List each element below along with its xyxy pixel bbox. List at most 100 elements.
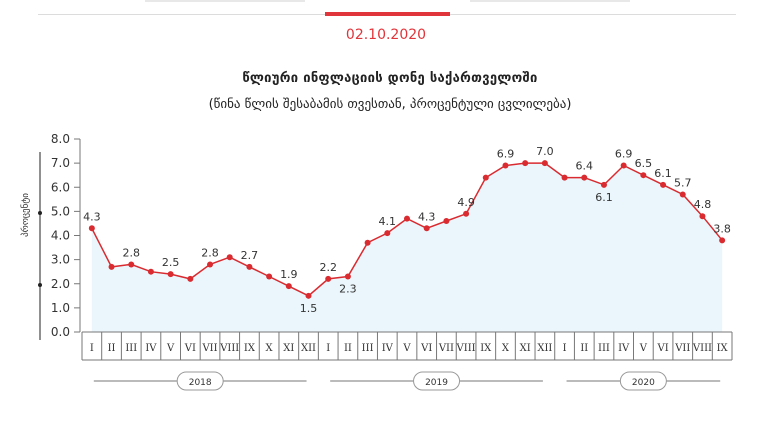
x-tick-label: VIII: [219, 343, 239, 354]
data-label: 2.7: [241, 249, 259, 262]
x-tick-label: XII: [301, 343, 316, 354]
x-tick-label: I: [90, 343, 94, 354]
data-point: [266, 273, 273, 280]
y-tick-label: 8.0: [51, 132, 70, 146]
y-tick-label: 4.0: [51, 229, 70, 243]
year-label: 2019: [425, 378, 448, 388]
y-tick-label: 1.0: [51, 301, 70, 315]
data-label: 6.5: [635, 157, 653, 170]
x-tick-label: III: [125, 343, 137, 354]
area-fill: [91, 163, 723, 332]
x-tick-label: XI: [283, 343, 294, 354]
x-tick-label: XI: [520, 343, 531, 354]
x-tick-label: VII: [201, 343, 217, 354]
data-point: [128, 261, 135, 268]
data-label: 6.1: [595, 191, 613, 204]
data-point: [404, 215, 410, 222]
x-tick-label: X: [502, 343, 510, 354]
x-tick-label: II: [580, 343, 588, 354]
x-tick-label: V: [639, 343, 648, 354]
y-axis-marker-dot: [38, 283, 42, 287]
data-point: [640, 172, 647, 179]
data-point: [463, 210, 470, 217]
year-badge: [413, 371, 461, 391]
x-tick-label: IX: [244, 343, 256, 354]
x-tick-label: IX: [480, 343, 492, 354]
x-tick-label: VI: [184, 343, 196, 354]
data-point: [660, 181, 667, 188]
data-point: [88, 225, 95, 232]
y-tick-label: 3.0: [51, 253, 70, 267]
data-point: [502, 162, 509, 169]
data-point: [325, 275, 332, 282]
data-label: 7.0: [536, 145, 554, 158]
data-point: [384, 230, 391, 237]
data-point: [719, 237, 726, 244]
data-point: [679, 191, 686, 198]
y-axis-marker-dot: [38, 211, 42, 215]
x-tick-label: XII: [537, 343, 552, 354]
year-label: 2018: [189, 378, 212, 388]
year-label: 2020: [632, 378, 655, 388]
x-tick-label: III: [598, 343, 610, 354]
data-label: 2.3: [339, 283, 357, 296]
x-tick-label: III: [362, 343, 374, 354]
data-point: [187, 275, 194, 282]
data-point: [600, 181, 607, 188]
data-point: [305, 292, 312, 299]
data-point: [364, 239, 371, 246]
data-point: [207, 261, 214, 268]
data-point: [285, 283, 292, 290]
x-tick-label: IV: [618, 343, 630, 354]
x-tick-label: VIII: [692, 343, 712, 354]
data-label: 2.5: [162, 256, 180, 269]
year-badge: [619, 371, 667, 391]
data-label: 2.8: [201, 246, 219, 259]
data-point: [344, 273, 351, 280]
x-tick-label: X: [266, 343, 274, 354]
data-point: [561, 174, 568, 181]
data-point: [246, 263, 253, 270]
publication-date: 02.10.2020: [345, 27, 427, 43]
data-point: [581, 174, 588, 181]
top-faint-line-right: [470, 0, 630, 2]
x-tick-label: VII: [438, 343, 454, 354]
top-accent-bar: [325, 12, 450, 16]
data-point: [423, 225, 430, 232]
year-badge: [176, 371, 224, 391]
chart-subtitle: (წინა წლის შესაბამის თვესთან, პროცენტული…: [208, 97, 572, 112]
x-tick-label: II: [108, 343, 116, 354]
data-point: [167, 271, 174, 278]
data-label: 5.7: [674, 176, 692, 189]
data-label: 6.9: [615, 148, 633, 161]
data-label: 2.2: [319, 261, 337, 274]
data-label: 1.9: [280, 268, 298, 281]
y-tick-label: 0.0: [51, 325, 70, 339]
x-tick-label: IX: [717, 343, 729, 354]
x-tick-label: I: [563, 343, 567, 354]
data-point: [620, 162, 627, 169]
data-label: 6.4: [576, 160, 594, 173]
data-label: 4.3: [418, 210, 436, 223]
data-point: [522, 160, 529, 167]
data-label: 4.3: [83, 210, 101, 223]
data-label: 2.8: [122, 246, 140, 259]
y-tick-label: 5.0: [51, 204, 70, 218]
x-tick-label: IV: [382, 343, 394, 354]
data-label: 6.1: [654, 167, 672, 180]
data-label: 4.1: [379, 215, 397, 228]
data-point: [147, 268, 154, 275]
y-tick-label: 6.0: [51, 180, 70, 194]
data-point: [541, 160, 548, 167]
y-tick-label: 7.0: [51, 156, 70, 170]
data-label: 3.8: [713, 222, 731, 235]
data-point: [226, 254, 233, 261]
y-tick-label: 2.0: [51, 277, 70, 291]
x-tick-label: VI: [656, 343, 668, 354]
x-tick-label: II: [344, 343, 352, 354]
data-point: [443, 218, 450, 225]
data-label: 4.9: [457, 196, 475, 209]
data-label: 6.9: [497, 148, 515, 161]
chart-title: წლიური ინფლაციის დონე საქართველოში: [242, 71, 538, 86]
